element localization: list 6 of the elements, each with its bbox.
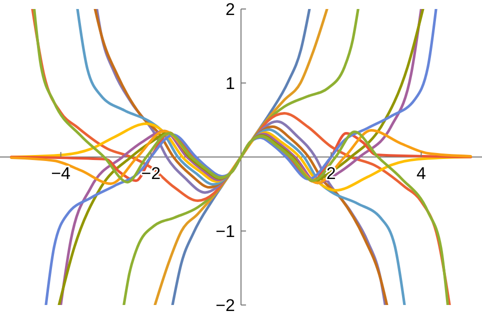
x-tick-label: 4 xyxy=(416,164,426,183)
y-tick-label: 2 xyxy=(226,0,235,19)
y-tick-label: −1 xyxy=(216,222,235,241)
y-tick-label: 1 xyxy=(226,74,235,93)
y-tick-label: −2 xyxy=(216,296,235,315)
x-tick-label: −4 xyxy=(51,164,71,183)
